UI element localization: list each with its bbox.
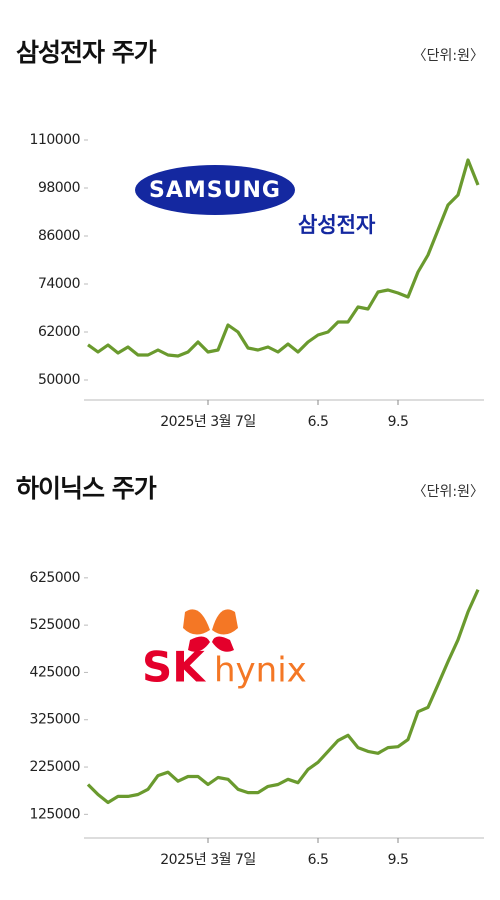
- data-line: [86, 589, 480, 805]
- unit-label: 〈단위:원〉: [413, 48, 484, 64]
- y-tick-label: 62000: [38, 324, 80, 340]
- logo-text: SAMSUNG: [149, 178, 281, 203]
- logo-text: SK: [142, 643, 206, 692]
- unit-label: 〈단위:원〉: [413, 484, 484, 500]
- chart-title: 삼성전자 주가: [16, 38, 157, 67]
- y-tick-label: 625000: [30, 570, 80, 586]
- logo-subtext: 삼성전자: [298, 213, 376, 237]
- logo-subtext: hynix: [214, 651, 307, 691]
- y-tick-label: 86000: [38, 228, 80, 244]
- y-tick-label: 125000: [30, 806, 80, 822]
- y-tick-label: 225000: [30, 759, 80, 775]
- logo-ellipse: [135, 165, 295, 215]
- y-tick-label: 325000: [30, 712, 80, 728]
- logo-butterfly: [183, 609, 238, 652]
- y-tick-label: 525000: [30, 617, 80, 633]
- x-tick-label: 9.5: [388, 852, 409, 868]
- y-tick-label: 425000: [30, 664, 80, 680]
- chart-title: 하이닉스 주가: [16, 474, 157, 503]
- x-tick-label: 9.5: [388, 414, 409, 430]
- y-tick-label: 110000: [30, 132, 80, 148]
- y-tick-label: 98000: [38, 180, 80, 196]
- x-tick-label: 2025년 3월 7일: [160, 852, 255, 868]
- data-line: [87, 158, 480, 358]
- x-tick-label: 6.5: [308, 414, 329, 430]
- y-tick-label: 74000: [38, 276, 80, 292]
- x-tick-label: 2025년 3월 7일: [160, 414, 255, 430]
- x-tick-label: 6.5: [308, 852, 329, 868]
- y-tick-label: 50000: [38, 372, 80, 388]
